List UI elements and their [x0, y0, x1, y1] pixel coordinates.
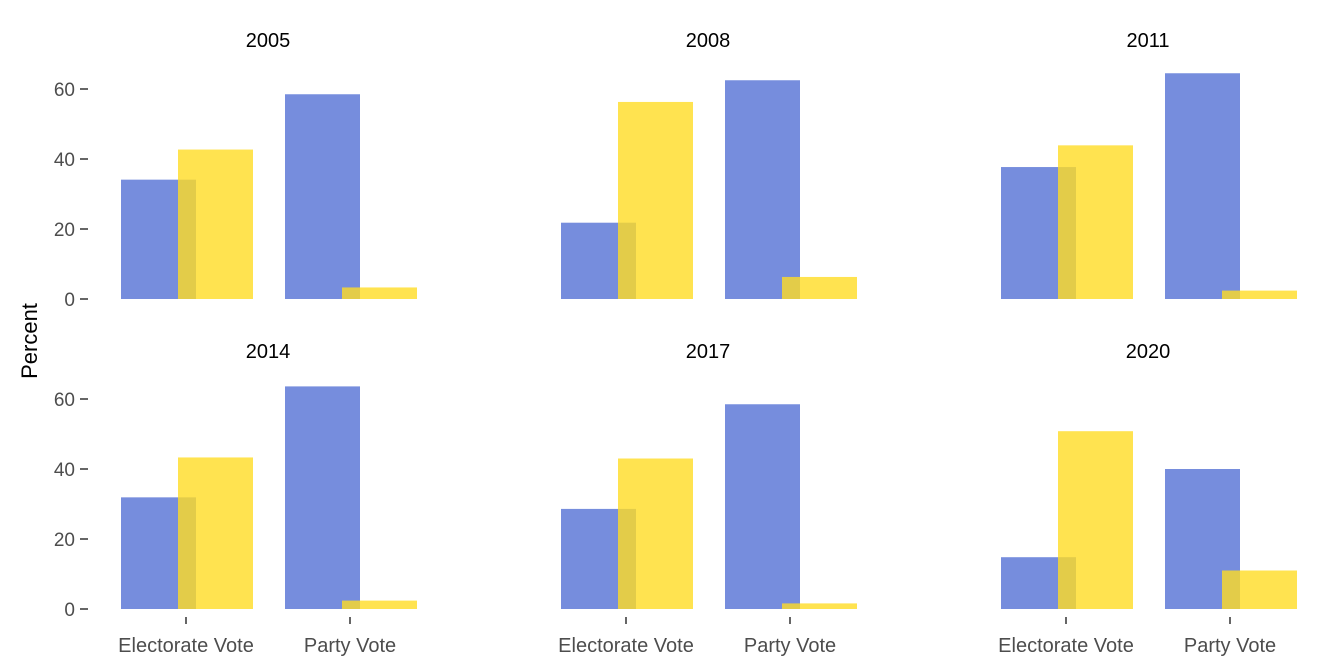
panel-title: 2005	[246, 30, 291, 52]
y-tick-label: 0	[64, 290, 75, 311]
panel-title: 2008	[686, 30, 731, 52]
panels: 2005 0 20 40 60 2008 2011 2014 0 20 40 60 Electorate…	[54, 30, 1297, 657]
bar-2005-s1-1	[285, 94, 360, 299]
panel-2005: 2005 0 20 40 60	[54, 30, 417, 311]
bar-2017-s2-0	[618, 458, 693, 609]
y-tick-label: 60	[54, 390, 75, 411]
x-tick-label: Party Vote	[304, 635, 396, 657]
panel-2020: 2020 Electorate Vote Party Vote	[998, 341, 1297, 657]
bar-2014-s1-1	[285, 386, 360, 609]
x-tick-label: Electorate Vote	[558, 635, 694, 657]
y-tick-label: 0	[64, 600, 75, 621]
y-tick-label: 40	[54, 150, 75, 171]
y-tick-label: 20	[54, 220, 75, 241]
bar-2005-s2-0	[178, 149, 253, 299]
y-tick-label: 40	[54, 460, 75, 481]
x-tick-label: Electorate Vote	[118, 635, 254, 657]
bar-2008-s2-0	[618, 101, 693, 299]
bar-2005-s2-1	[342, 287, 417, 299]
panel-2014: 2014 0 20 40 60 Electorate Vote Party Vote	[54, 341, 417, 657]
panel-2008: 2008	[561, 30, 857, 299]
panel-title: 2011	[1126, 30, 1169, 52]
x-tick-label: Electorate Vote	[998, 635, 1134, 657]
bar-2014-s2-1	[342, 600, 417, 609]
x-tick-label: Party Vote	[744, 635, 836, 657]
bar-2011-s1-1	[1165, 73, 1240, 299]
panel-2017: 2017 Electorate Vote Party Vote	[558, 341, 857, 657]
y-tick-label: 20	[54, 530, 75, 551]
panel-title: 2014	[246, 341, 291, 363]
bar-2017-s1-1	[725, 404, 800, 609]
bar-2011-s2-0	[1058, 145, 1133, 299]
bar-2008-s1-1	[725, 80, 800, 299]
bar-2020-s2-0	[1058, 431, 1133, 609]
bar-2011-s2-1	[1222, 290, 1297, 299]
y-tick-label: 60	[54, 80, 75, 101]
bar-2014-s2-0	[178, 457, 253, 609]
bar-2017-s2-1	[782, 603, 857, 609]
panel-title: 2020	[1126, 341, 1171, 363]
bar-2020-s2-1	[1222, 570, 1297, 609]
bar-2008-s2-1	[782, 276, 857, 299]
y-axis-label: Percent	[17, 303, 42, 379]
x-tick-label: Party Vote	[1184, 635, 1276, 657]
panel-title: 2017	[686, 341, 731, 363]
panel-2011: 2011	[1001, 30, 1297, 299]
